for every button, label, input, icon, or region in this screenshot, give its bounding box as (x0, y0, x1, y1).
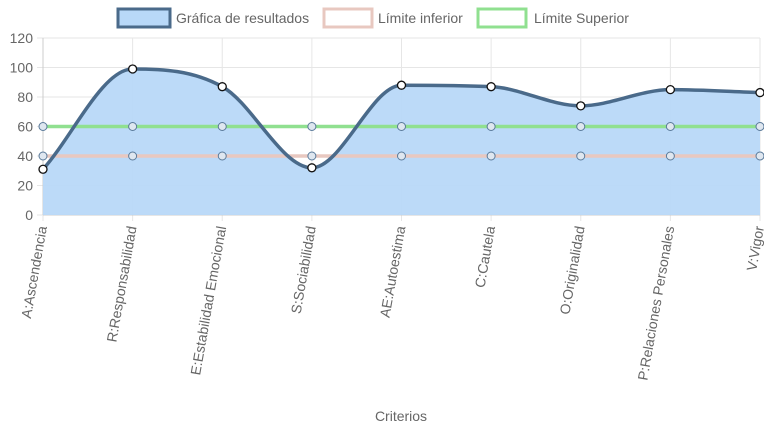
data-point (127, 64, 138, 74)
data-point (486, 82, 496, 92)
data-point (486, 122, 496, 131)
data-point (397, 151, 406, 161)
data-point (38, 122, 48, 131)
series-line (41, 67, 762, 172)
series-area (43, 68, 760, 215)
data-point (217, 151, 227, 161)
data-point (665, 122, 675, 131)
legend-label: Gráfica de resultados (176, 10, 309, 26)
legend: Gráfica de resultados Límite inferior Lími… (116, 7, 629, 29)
series-layer (38, 64, 764, 215)
data-point (217, 82, 227, 92)
x-tick-label: A:Ascendencia (18, 225, 50, 320)
data-point (486, 151, 496, 161)
x-axis-title: Criterios (375, 408, 427, 424)
data-point (128, 122, 138, 131)
data-point (217, 122, 227, 131)
data-point (576, 101, 586, 111)
data-point (307, 151, 317, 161)
legend-swatch (116, 7, 172, 29)
legend-swatch (476, 7, 528, 29)
data-point (38, 164, 48, 174)
data-point (128, 151, 138, 161)
x-axis-ticks: A:Ascendencia R:Responsabilidad E:Estabili… (18, 224, 764, 381)
data-point (576, 151, 586, 161)
x-tick-label: V:Vigor (743, 224, 764, 272)
data-point (665, 84, 676, 95)
data-point (665, 151, 675, 161)
y-tick-label: 60 (17, 119, 33, 135)
data-point (755, 122, 764, 131)
y-tick-label: 120 (10, 30, 34, 46)
x-tick-label: P:Relaciones Personales (634, 225, 677, 382)
legend-label: Límite Superior (534, 10, 629, 26)
x-tick-label: AE:Autoestima (377, 225, 409, 319)
data-point (396, 80, 407, 90)
x-tick-label: R:Responsabilidad (103, 225, 139, 344)
data-point (755, 87, 764, 98)
data-point (307, 163, 317, 173)
y-tick-label: 80 (17, 89, 33, 105)
x-tick-label: C:Cautela (472, 225, 499, 289)
y-tick-label: 100 (10, 60, 34, 76)
data-point (38, 151, 48, 161)
legend-label: Límite inferior (378, 10, 463, 26)
x-tick-label: E:Estabilidad Emocional (187, 225, 229, 376)
legend-swatch (322, 7, 374, 29)
data-point (307, 122, 317, 131)
data-point (397, 122, 406, 131)
x-tick-label: S:Sociabilidad (288, 225, 319, 315)
y-tick-label: 0 (25, 207, 33, 223)
data-point (755, 151, 764, 161)
data-point (576, 122, 586, 131)
y-axis-ticks: 0 20 40 60 80 100 120 (10, 30, 34, 223)
x-tick-label: O:Originalidad (556, 225, 587, 316)
y-tick-label: 20 (17, 178, 33, 194)
y-tick-label: 40 (17, 148, 33, 164)
